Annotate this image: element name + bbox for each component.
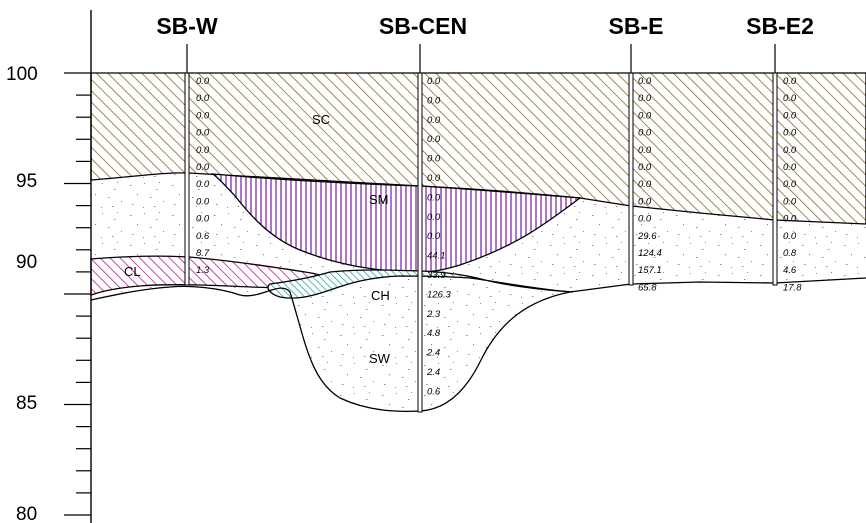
pid-reading: 0.0: [196, 128, 210, 139]
ch-layer: [267, 269, 574, 299]
pid-reading: 0.0: [783, 76, 797, 87]
soil-label-sc: SC: [312, 112, 330, 127]
pid-reading: 0.0: [783, 196, 797, 207]
pid-reading: 0.0: [427, 134, 441, 145]
pid-reading: 29.6: [637, 231, 657, 242]
boring-title: SB-E: [609, 13, 664, 39]
pid-reading: 0.0: [427, 154, 441, 165]
pid-reading: 0.0: [783, 145, 797, 156]
y-tick-label-85: 85: [16, 393, 37, 414]
soil-label-sw: SW: [369, 351, 391, 366]
pid-reading: 0.0: [638, 76, 652, 87]
pid-reading: 0.0: [638, 162, 652, 173]
pid-reading: 0.0: [783, 128, 797, 139]
pid-reading: 0.0: [638, 214, 652, 225]
pid-reading: 0.0: [196, 110, 210, 121]
boring-column: [772, 72, 778, 286]
pid-reading: 2.3: [426, 309, 441, 320]
pid-reading: 44.1: [427, 251, 446, 262]
pid-reading: 0.0: [638, 110, 652, 121]
reading-column: 0.0 0.0 0.0 0.0 0.0 0.0 0.0 0.0 0.0 0.0 0.8 4.6 17.8: [783, 76, 802, 293]
soil-label-cl: CL: [124, 264, 141, 279]
pid-reading: 0.0: [427, 192, 441, 203]
sm-layer: [210, 173, 582, 273]
pid-reading: 126.3: [427, 289, 451, 300]
pid-reading: 8.7: [196, 248, 210, 259]
pid-reading: 17.8: [783, 282, 802, 293]
pid-reading: 2.4: [426, 348, 440, 359]
boring-sb-cen: SB-CEN 0.0 0.0 0.0 0.0 0.0 0.0 0.0 0.0 0.0 44.1 33…: [379, 13, 467, 413]
pid-reading: 1.3: [196, 265, 210, 276]
y-tick-label-95: 95: [16, 171, 37, 192]
pid-reading: 33.9: [427, 270, 446, 281]
pid-reading: 0.0: [638, 128, 652, 139]
y-tick-label-90: 90: [16, 252, 37, 273]
boring-sb-w: SB-W 0.0 0.0 0.0 0.0 0.0 0.0 0.0 0.0 0.0 0.6 8.7 1.…: [156, 13, 218, 286]
pid-reading: 0.0: [783, 93, 797, 104]
pid-reading: 0.0: [638, 179, 652, 190]
reading-column: 0.0 0.0 0.0 0.0 0.0 0.0 0.0 0.0 0.0 29.6 124.4 157.…: [637, 76, 662, 293]
pid-reading: 0.0: [638, 145, 652, 156]
pid-reading: 0.8: [783, 248, 797, 259]
soil-label-ch: CH: [371, 288, 390, 303]
y-axis-ticks: [64, 72, 91, 516]
pid-reading: 0.0: [783, 162, 797, 173]
pid-reading: 157.1: [638, 265, 662, 276]
y-axis-labels: 100 95 90 85 80: [6, 64, 38, 523]
boring-column: [184, 72, 190, 286]
pid-reading: 0.6: [427, 386, 441, 397]
pid-reading: 0.0: [638, 93, 652, 104]
pid-reading: 4.6: [783, 265, 797, 276]
pid-reading: 65.8: [638, 282, 657, 293]
pid-reading: 0.0: [638, 196, 652, 207]
pid-reading: 0.0: [427, 212, 441, 223]
y-tick-label-80: 80: [16, 504, 37, 523]
boring-sb-e2: SB-E2 0.0 0.0 0.0 0.0 0.0 0.0 0.0 0.0 0.0 0.0 0.8 4…: [746, 13, 814, 293]
sw-bottom-boundary: [90, 277, 866, 413]
pid-reading: 0.0: [196, 145, 210, 156]
pid-reading: 124.4: [638, 248, 662, 259]
pid-reading: 0.0: [783, 231, 797, 242]
y-tick-label-100: 100: [6, 64, 38, 85]
pid-reading: 0.0: [196, 76, 210, 87]
pid-reading: 0.0: [196, 93, 210, 104]
pid-reading: 0.0: [196, 162, 210, 173]
pid-reading: 0.0: [196, 179, 210, 190]
pid-reading: 0.0: [427, 231, 441, 242]
boring-title: SB-CEN: [379, 13, 467, 39]
pid-reading: 0.0: [783, 110, 797, 121]
boring-title: SB-E2: [746, 13, 814, 39]
pid-reading: 0.0: [196, 214, 210, 225]
pid-reading: 0.6: [196, 231, 210, 242]
pid-reading: 0.0: [783, 214, 797, 225]
boring-column: [628, 72, 634, 286]
pid-reading: 0.0: [427, 76, 441, 87]
boring-title: SB-W: [156, 13, 218, 39]
pid-reading: 4.8: [427, 328, 441, 339]
boring-sb-e: SB-E 0.0 0.0 0.0 0.0 0.0 0.0 0.0 0.0 0.0 29.6 124.…: [609, 13, 664, 293]
pid-reading: 0.0: [427, 115, 441, 126]
soil-label-sm: SM: [369, 192, 389, 207]
pid-reading: 0.0: [783, 179, 797, 190]
pid-reading: 0.0: [196, 196, 210, 207]
reading-column: 0.0 0.0 0.0 0.0 0.0 0.0 0.0 0.0 0.0 44.1 33.9 126.3…: [426, 76, 451, 397]
reading-column: 0.0 0.0 0.0 0.0 0.0 0.0 0.0 0.0 0.0 0.6 8.7 1.3: [196, 76, 210, 276]
boring-column: [417, 72, 423, 413]
pid-reading: 0.0: [427, 173, 441, 184]
pid-reading: 0.0: [427, 95, 441, 106]
pid-reading: 2.4: [426, 367, 440, 378]
